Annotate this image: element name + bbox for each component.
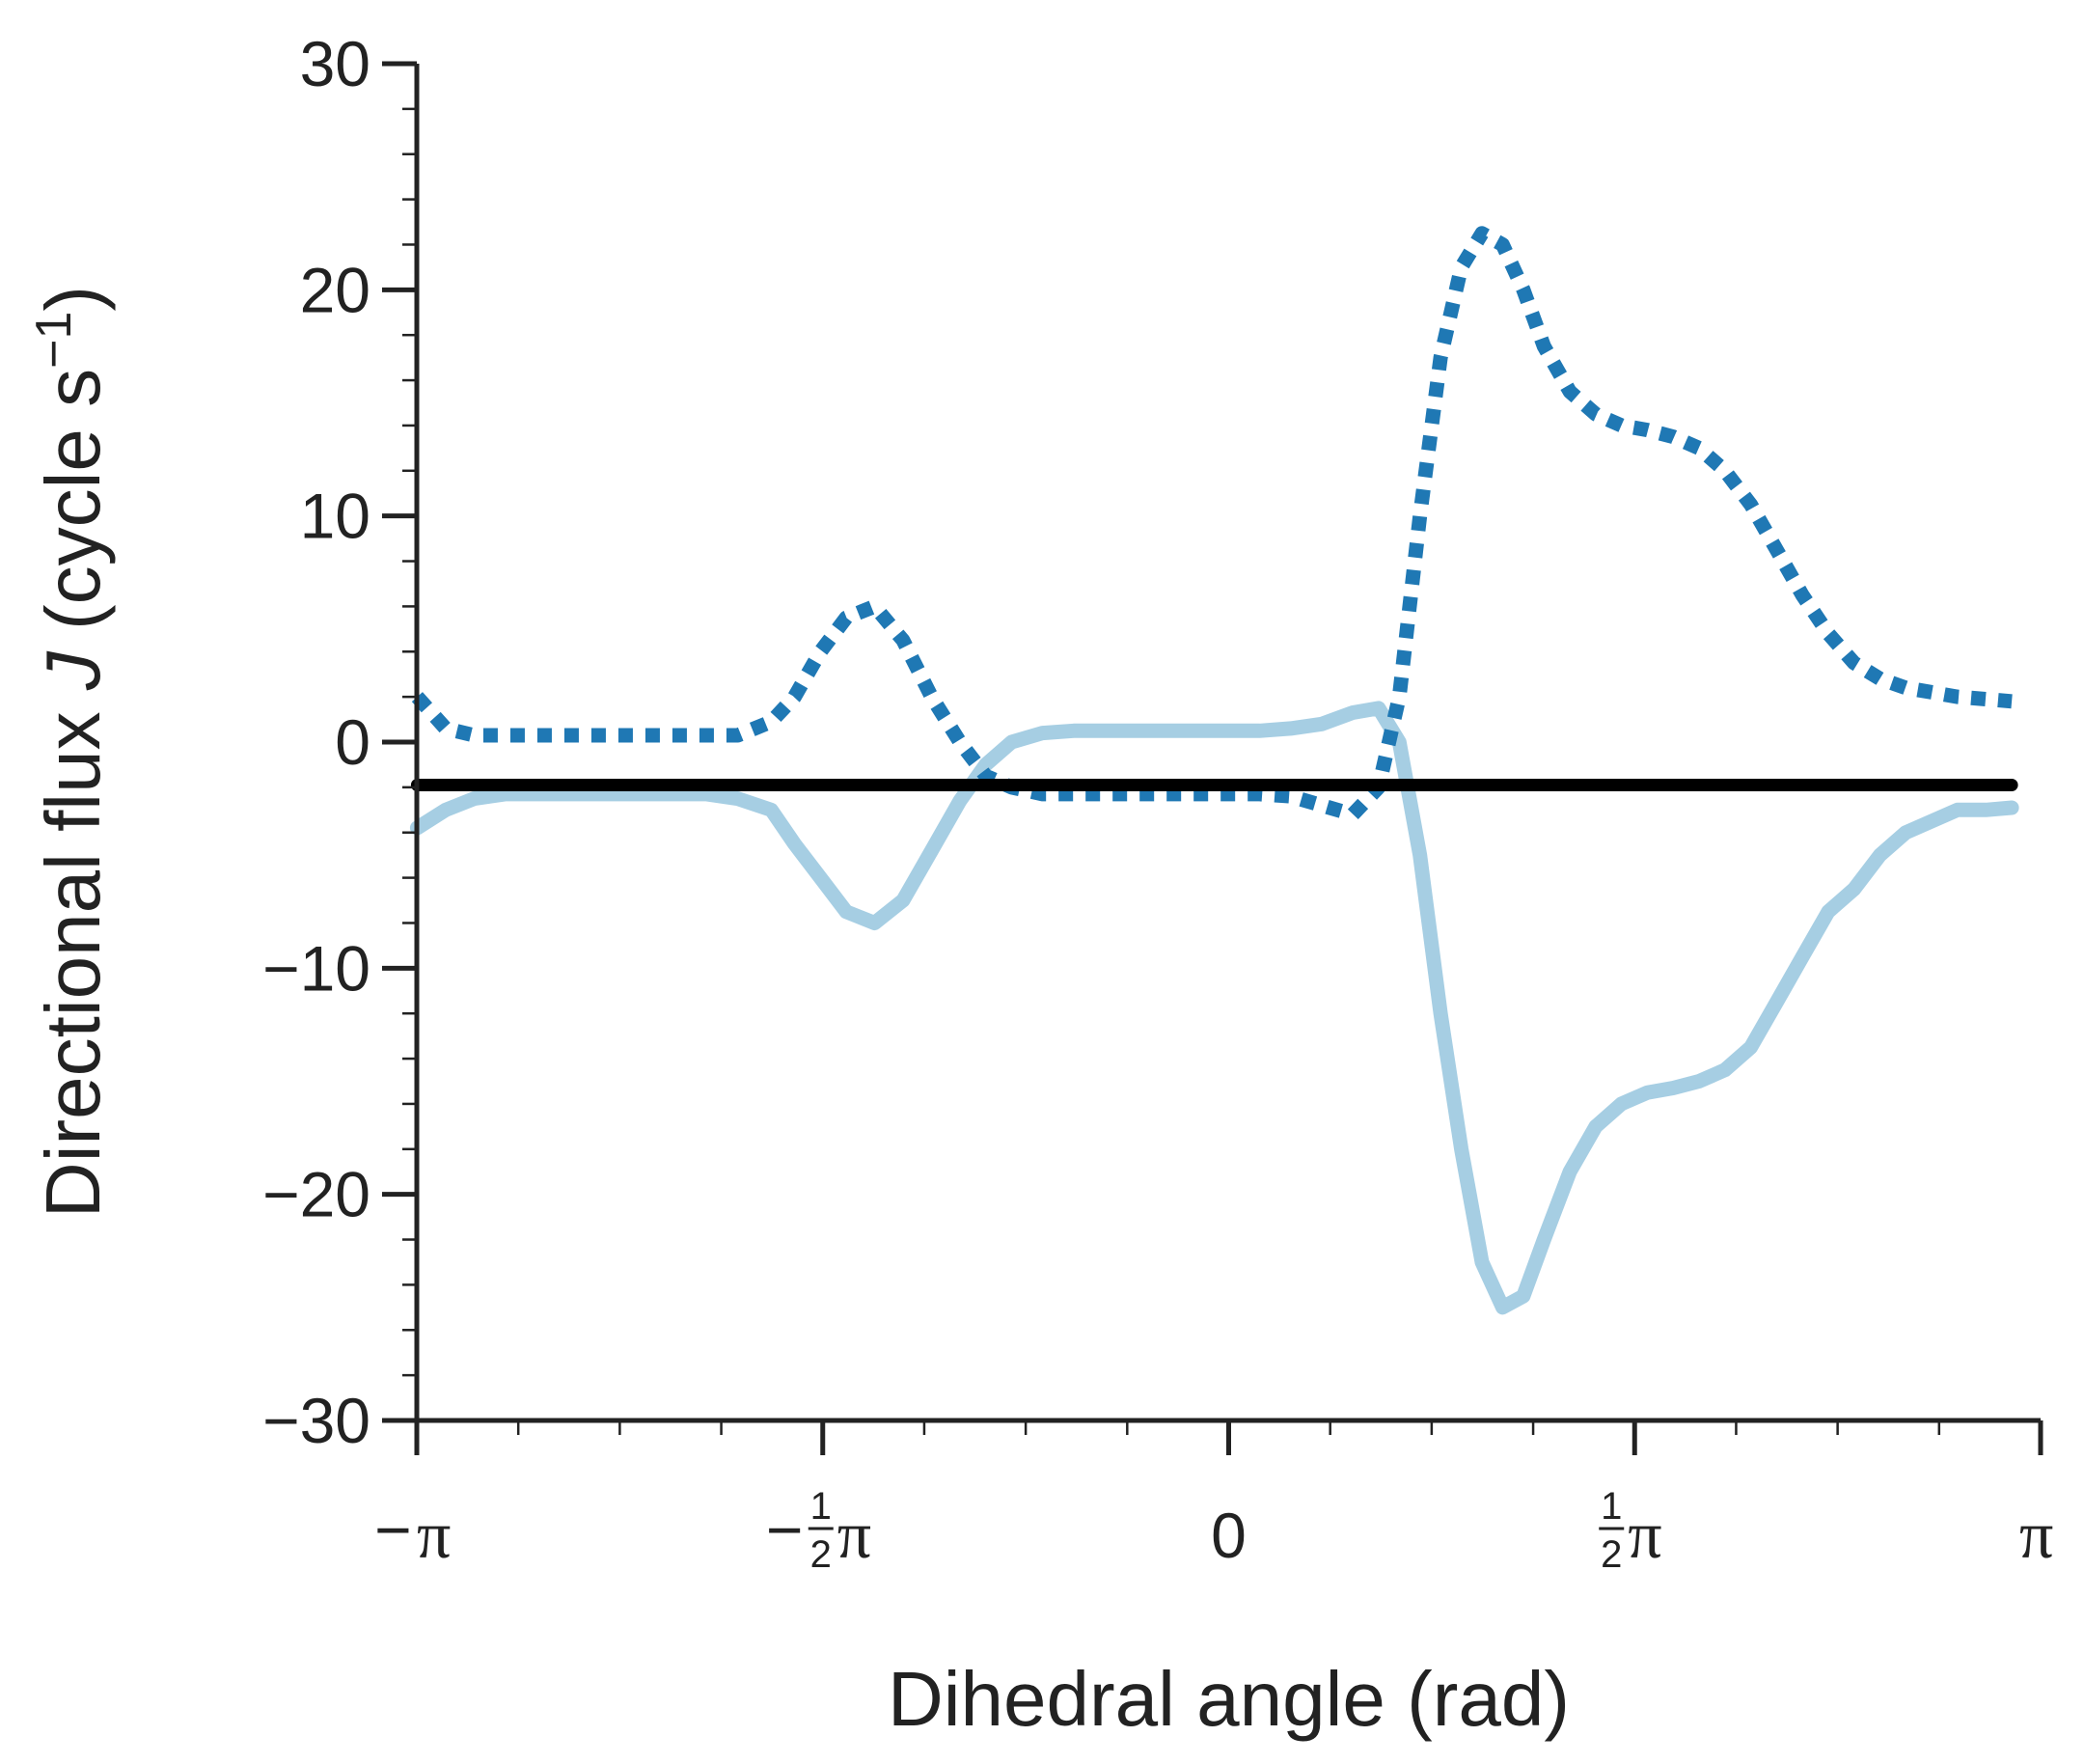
y-tick-label: 20 [300, 254, 370, 325]
y-tick-label: −10 [262, 932, 370, 1004]
x-tick-label: 0 [1211, 1500, 1247, 1571]
x-tick-pi: π [2019, 1499, 2053, 1573]
x-tick-frac-den: 2 [1601, 1533, 1622, 1576]
y-axis-title-prefix: Directional flux [30, 690, 116, 1218]
x-tick-sign: − [374, 1494, 412, 1565]
x-tick-zero: 0 [1211, 1500, 1247, 1571]
x-tick-pi: π [1628, 1499, 1661, 1573]
y-tick-label: 10 [300, 481, 370, 552]
y-tick-label: −20 [262, 1159, 370, 1230]
x-tick-frac-num: 1 [1601, 1485, 1622, 1528]
x-tick-frac-den: 2 [810, 1533, 832, 1576]
series-line-2 [411, 226, 2013, 822]
y-axis-title: Directional flux J (cycle s−1) [26, 286, 116, 1218]
x-tick-label: 1 2 π [1599, 1485, 1662, 1576]
y-tick-label: −30 [262, 1385, 370, 1456]
x-tick-pi: π [417, 1499, 451, 1573]
series-line-1 [409, 701, 2019, 1315]
x-tick-sign: − [766, 1494, 804, 1565]
y-tick-label: 30 [300, 28, 370, 99]
x-tick-label: −1 2 π [766, 1485, 871, 1576]
y-tick-label: 0 [335, 706, 370, 778]
axes-layer [382, 61, 2043, 1455]
series-layer [409, 226, 2019, 1315]
x-axis-title: Dihedral angle (rad) [888, 1656, 1570, 1742]
x-tick-frac-num: 1 [810, 1485, 832, 1528]
y-axis-title-middle: (cycle s [30, 369, 116, 651]
y-axis-title-symbol: J [30, 650, 116, 691]
x-tick-pi: π [837, 1499, 871, 1573]
y-axis-title-superscript: −1 [26, 312, 82, 369]
x-tick-label: π [2019, 1499, 2053, 1573]
y-axis-title-suffix: ) [30, 286, 116, 312]
x-tick-label: − π [374, 1494, 451, 1573]
